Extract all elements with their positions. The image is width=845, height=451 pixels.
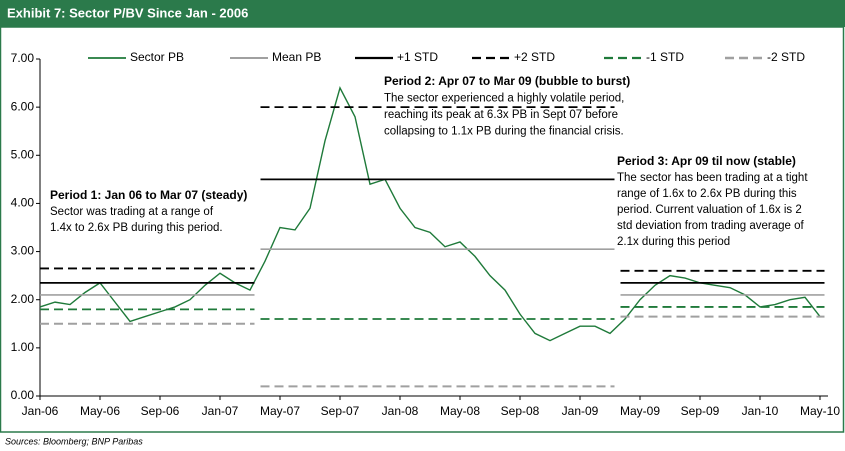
x-tick-label: May-07 xyxy=(260,404,300,418)
legend-label: Mean PB xyxy=(272,50,321,64)
annotation-text: collapsing to 1.1x PB during the financi… xyxy=(384,126,624,138)
x-tick-label: May-06 xyxy=(80,404,120,418)
legend-label: +2 STD xyxy=(514,50,555,64)
frame xyxy=(0,26,845,433)
annotation-title: Period 1: Jan 06 to Mar 07 (steady) xyxy=(50,188,247,202)
y-tick-label: 6.00 xyxy=(11,99,35,113)
annotation-text: 2.1x during this period xyxy=(617,236,730,248)
annotation-text: The sector experienced a highly volatile… xyxy=(384,93,624,105)
x-tick-label: Jan-08 xyxy=(382,404,419,418)
x-tick-label: Sep-07 xyxy=(321,404,360,418)
x-tick-label: Sep-08 xyxy=(501,404,540,418)
x-tick-label: May-09 xyxy=(620,404,660,418)
annotation-text: The sector has been trading at a tight xyxy=(617,172,808,184)
x-tick-label: May-10 xyxy=(800,404,840,418)
annotation-text: std deviation from trading average of xyxy=(617,220,804,232)
y-tick-label: 1.00 xyxy=(11,340,35,354)
x-tick-label: Sep-06 xyxy=(141,404,180,418)
x-tick-label: Jan-09 xyxy=(562,404,599,418)
legend-label: -2 STD xyxy=(767,50,805,64)
x-tick-label: Jan-10 xyxy=(742,404,779,418)
legend-label: +1 STD xyxy=(397,50,438,64)
y-tick-label: 5.00 xyxy=(11,147,35,161)
source-note: Sources: Bloomberg; BNP Paribas xyxy=(5,436,143,446)
header-bar xyxy=(0,0,845,27)
y-tick-label: 4.00 xyxy=(11,196,35,210)
annotation-text: 1.4x to 2.6x PB during this period. xyxy=(50,222,223,234)
chart-title: Exhibit 7: Sector P/BV Since Jan - 2006 xyxy=(7,5,248,20)
y-tick-label: 3.00 xyxy=(11,244,35,258)
y-tick-label: 7.00 xyxy=(11,51,35,65)
x-tick-label: Sep-09 xyxy=(681,404,720,418)
legend-label: -1 STD xyxy=(646,50,684,64)
annotation-text: reaching its peak at 6.3x PB in Sept 07 … xyxy=(384,109,618,121)
annotation-text: range of 1.6x to 2.6x PB during this xyxy=(617,188,797,200)
legend-label: Sector PB xyxy=(130,50,184,64)
x-tick-label: May-08 xyxy=(440,404,480,418)
annotation-title: Period 2: Apr 07 to Mar 09 (bubble to bu… xyxy=(384,74,630,88)
y-tick-label: 2.00 xyxy=(11,292,35,306)
annotation-title: Period 3: Apr 09 til now (stable) xyxy=(617,154,796,168)
x-tick-label: Jan-07 xyxy=(202,404,239,418)
annotation-text: period. Current valuation of 1.6x is 2 xyxy=(617,204,802,216)
x-tick-label: Jan-06 xyxy=(22,404,59,418)
annotation-text: Sector was trading at a range of xyxy=(50,206,214,218)
y-tick-label: 0.00 xyxy=(11,388,35,402)
